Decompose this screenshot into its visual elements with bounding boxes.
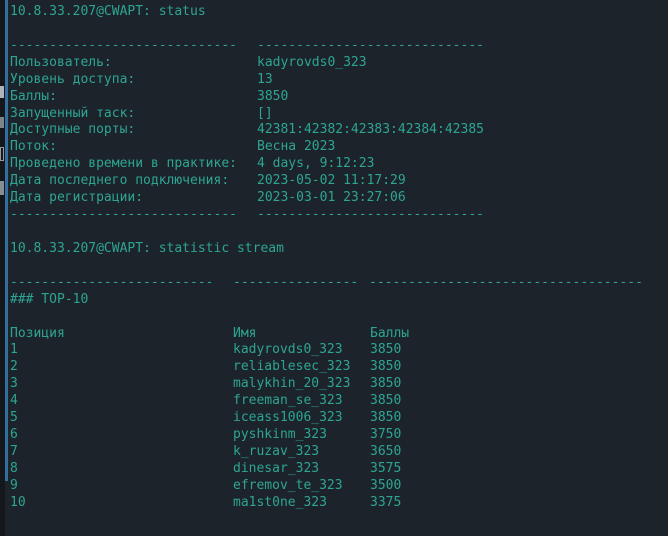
status-field-value: 4 days, 9:12:23 <box>257 156 375 172</box>
top10-row-points: 3575 <box>370 460 402 476</box>
background-icon-fragment <box>0 86 4 98</box>
status-field-row: Запущенный таск: [] <box>10 106 664 123</box>
top10-row-points: 3850 <box>370 342 402 358</box>
status-field-value: kadyrovds0_323 <box>257 54 367 70</box>
blank-line <box>10 21 664 38</box>
top10-row-points: 3750 <box>370 427 402 443</box>
top10-row-position: 6 <box>10 427 18 443</box>
separator-dashes: ----------------------------- <box>257 37 484 53</box>
top10-row-name: kadyrovds0_323 <box>233 342 343 358</box>
top10-row-points: 3500 <box>370 477 402 493</box>
status-field-row: Дата регистрации: 2023-03-01 23:27:06 <box>10 190 664 207</box>
top10-row: 6 pyshkinm_323 3750 <box>10 427 664 444</box>
prompt-status-text: 10.8.33.207@CWAPT: status <box>10 4 206 19</box>
status-field-label: Уровень доступа: <box>10 71 136 87</box>
separator-dashes: -------------------------- <box>10 274 214 290</box>
separator-line: ----------------------------- -----------… <box>10 38 664 55</box>
status-field-label: Дата последнего подключения: <box>10 173 230 189</box>
top10-heading-text: ### TOP-10 <box>10 291 89 307</box>
top10-row: 2 reliablesec_323 3850 <box>10 359 664 376</box>
top10-row-position: 7 <box>10 443 18 459</box>
status-field-row: Пользователь: kadyrovds0_323 <box>10 55 664 72</box>
status-field-label: Поток: <box>10 139 57 155</box>
status-field-row: Доступные порты: 42381:42382:42383:42384:… <box>10 122 664 139</box>
top10-row-name: iceass1006_323 <box>233 410 343 426</box>
top10-row-name: reliablesec_323 <box>233 359 351 375</box>
status-field-value: Весна 2023 <box>257 139 336 155</box>
top10-row-name: malykhin_20_323 <box>233 376 351 392</box>
background-icon-fragment <box>0 117 4 128</box>
prompt-line-status: 10.8.33.207@CWAPT: status <box>10 4 664 21</box>
top10-row: 5 iceass1006_323 3850 <box>10 410 664 427</box>
background-icon-fragment <box>0 147 4 161</box>
status-field-row: Баллы: 3850 <box>10 89 664 106</box>
top10-header-position: Позиция <box>10 325 65 341</box>
top10-row: 3 malykhin_20_323 3850 <box>10 376 664 393</box>
top10-row: 10 ma1st0ne_323 3375 <box>10 495 664 512</box>
top10-row-position: 8 <box>10 460 18 476</box>
top10-row-points: 3850 <box>370 393 402 409</box>
top10-header-row: Позиция Имя Баллы <box>10 326 664 343</box>
top10-row-name: dinesar_323 <box>233 460 320 476</box>
blank-line <box>10 309 664 326</box>
top10-row: 7 k_ruzav_323 3650 <box>10 444 664 461</box>
status-field-row: Поток: Весна 2023 <box>10 139 664 156</box>
status-field-label: Пользователь: <box>10 54 112 70</box>
blank-line <box>10 224 664 241</box>
prompt-statistic-text: 10.8.33.207@CWAPT: statistic stream <box>10 240 284 256</box>
top10-row-position: 4 <box>10 393 18 409</box>
top10-row-name: freeman_se_323 <box>233 393 343 409</box>
top10-header-name: Имя <box>233 325 257 341</box>
top10-row-name: pyshkinm_323 <box>233 427 327 443</box>
top10-row-position: 3 <box>10 376 18 392</box>
status-field-label: Запущенный таск: <box>10 105 136 121</box>
separator-dashes: ----------------------------- <box>10 37 237 53</box>
status-field-value: 2023-03-01 23:27:06 <box>257 190 406 206</box>
status-field-row: Проведено времени в практике: 4 days, 9:1… <box>10 156 664 173</box>
prompt-line-statistic: 10.8.33.207@CWAPT: statistic stream <box>10 241 664 258</box>
status-field-value: 13 <box>257 71 273 87</box>
top10-row: 9 efremov_te_323 3500 <box>10 478 664 495</box>
separator-dashes: ---------------- <box>233 274 359 290</box>
top10-row-points: 3850 <box>370 359 402 375</box>
status-field-row: Уровень доступа: 13 <box>10 72 664 89</box>
blank-line <box>10 258 664 275</box>
separator-dashes: ----------------------------- <box>257 207 484 223</box>
separator-line: ----------------------------------------… <box>10 275 664 292</box>
top10-row-position: 9 <box>10 477 18 493</box>
status-field-value: 3850 <box>257 88 289 104</box>
status-field-value: 42381:42382:42383:42384:42385 <box>257 122 484 138</box>
top10-row-points: 3375 <box>370 494 402 510</box>
left-scrollbar[interactable] <box>5 0 8 481</box>
top10-row-position: 2 <box>10 359 18 375</box>
separator-dashes: ----------------------------------- <box>369 274 643 290</box>
top10-row-position: 1 <box>10 342 18 358</box>
top10-row: 8 dinesar_323 3575 <box>10 461 664 478</box>
status-field-label: Проведено времени в практике: <box>10 156 237 172</box>
status-field-value: 2023-05-02 11:17:29 <box>257 173 406 189</box>
status-field-label: Доступные порты: <box>10 122 136 138</box>
background-icons-strip <box>0 0 5 536</box>
top10-row: 4 freeman_se_323 3850 <box>10 393 664 410</box>
top10-row-name: ma1st0ne_323 <box>233 494 327 510</box>
top10-row-points: 3850 <box>370 376 402 392</box>
separator-line: ----------------------------- -----------… <box>10 207 664 224</box>
top10-row-position: 5 <box>10 410 18 426</box>
top10-row-name: k_ruzav_323 <box>233 443 320 459</box>
top10-row-name: efremov_te_323 <box>233 477 343 493</box>
top10-row-points: 3650 <box>370 443 402 459</box>
top10-header-points: Баллы <box>370 325 410 341</box>
status-field-label: Баллы: <box>10 88 57 104</box>
top10-heading: ### TOP-10 <box>10 292 664 309</box>
separator-dashes: ----------------------------- <box>10 207 237 223</box>
top10-row: 1 kadyrovds0_323 3850 <box>10 342 664 359</box>
background-icon-fragment <box>0 181 4 195</box>
top10-row-position: 10 <box>10 494 26 510</box>
status-field-label: Дата регистрации: <box>10 190 144 206</box>
terminal-output: 10.8.33.207@CWAPT: status --------------… <box>10 4 664 512</box>
status-field-value: [] <box>257 105 273 121</box>
status-field-row: Дата последнего подключения: 2023-05-02 1… <box>10 173 664 190</box>
top10-row-points: 3850 <box>370 410 402 426</box>
